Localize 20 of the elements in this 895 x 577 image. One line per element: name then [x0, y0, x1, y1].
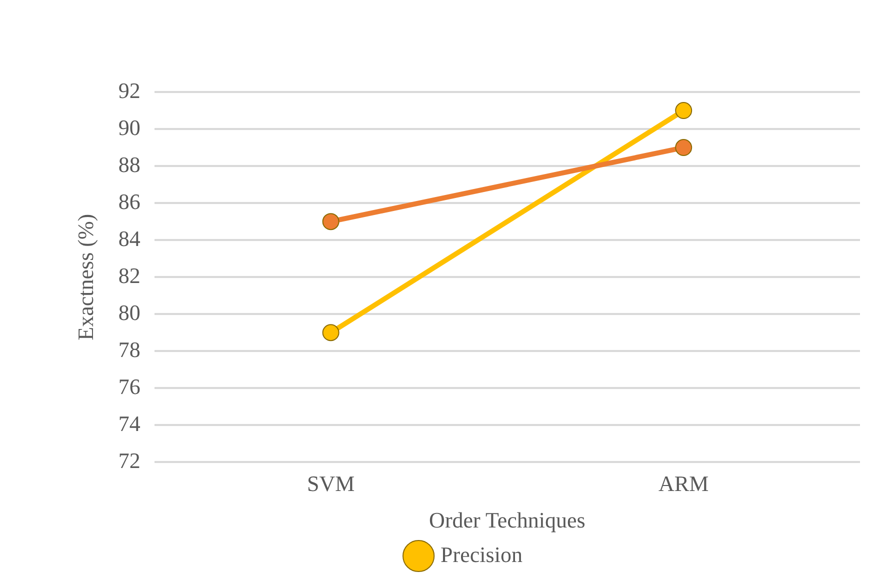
- point: [675, 139, 692, 156]
- y-tick-label: 76: [118, 374, 140, 399]
- y-axis-title: Exactness (%): [72, 214, 98, 340]
- y-tick-label: 82: [118, 262, 140, 288]
- point: [322, 213, 340, 230]
- y-tick-label: 80: [118, 300, 140, 325]
- y-tick-label: 88: [118, 152, 140, 177]
- y-tick-label: 84: [118, 226, 140, 251]
- y-tick-label: 90: [118, 114, 140, 140]
- y-tick-label: 72: [118, 448, 140, 473]
- point: [675, 102, 692, 120]
- point: [322, 324, 340, 342]
- x-axis-title: Order Techniques: [429, 508, 586, 533]
- x-tick-label: ARM: [658, 471, 709, 496]
- y-tick-label: 74: [118, 410, 140, 436]
- legend-label: Precision: [440, 542, 522, 567]
- y-tick-label: 92: [118, 78, 140, 103]
- y-tick-label: 78: [118, 336, 140, 362]
- x-tick-label: SVM: [306, 471, 355, 496]
- y-tick-label: 86: [118, 188, 140, 214]
